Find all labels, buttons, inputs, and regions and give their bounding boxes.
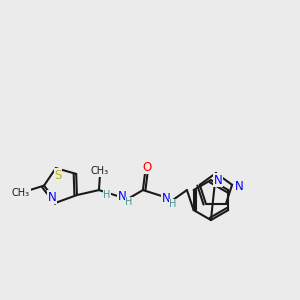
Text: S: S (54, 169, 61, 182)
Text: H: H (125, 197, 133, 207)
Text: N: N (161, 192, 170, 205)
Text: N: N (48, 191, 56, 204)
Text: H: H (103, 190, 111, 200)
Text: CH₃: CH₃ (91, 166, 109, 176)
Text: CH₃: CH₃ (12, 188, 30, 198)
Text: N: N (214, 174, 222, 187)
Text: H: H (169, 199, 177, 209)
Text: O: O (142, 160, 152, 174)
Text: N: N (235, 180, 244, 193)
Text: N: N (118, 190, 126, 202)
